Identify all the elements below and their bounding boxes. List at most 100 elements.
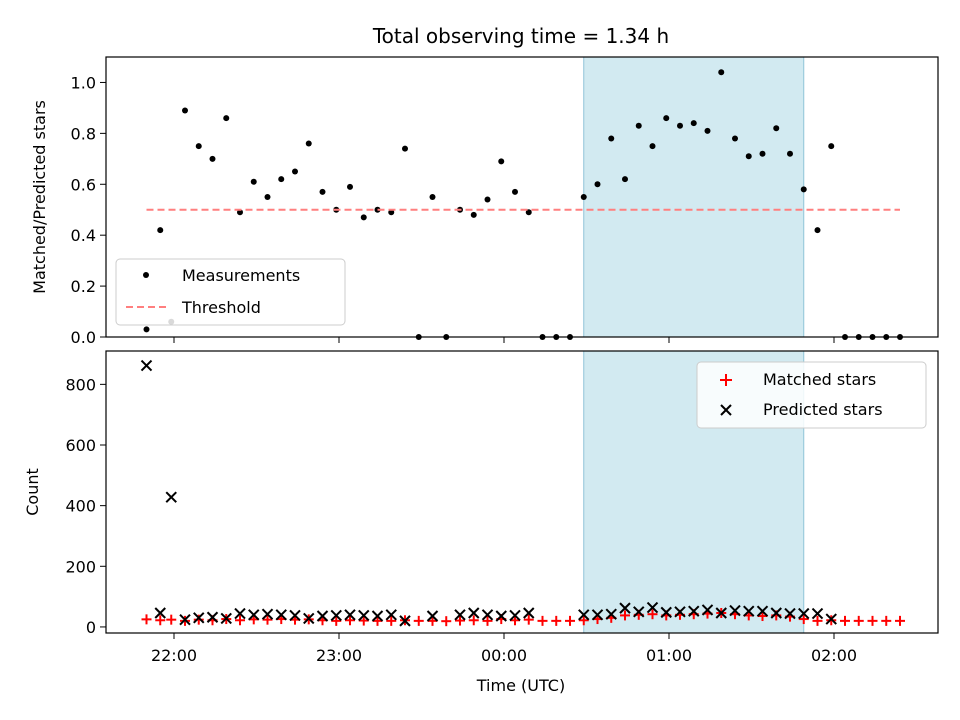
- matched-star-point: [386, 615, 397, 626]
- matched-star-point: [853, 615, 864, 626]
- matched-star-point: [510, 615, 520, 626]
- matched-star-point: [895, 615, 905, 626]
- predicted-star-point: [454, 609, 466, 621]
- legend-measurements-label: Measurements: [182, 266, 300, 285]
- measurement-point: [388, 209, 395, 216]
- measurement-point: [292, 168, 298, 175]
- measurement-point: [580, 194, 587, 200]
- matched-star-point: [482, 615, 493, 626]
- matched-star-point: [620, 610, 630, 621]
- matched-star-point: [155, 615, 166, 626]
- measurement-point: [663, 115, 670, 122]
- matched-star-point: [798, 614, 809, 625]
- matched-star-point: [235, 615, 245, 626]
- matched-star-point: [647, 609, 658, 620]
- legend-measurement-marker: [143, 272, 149, 278]
- predicted-star-point: [591, 609, 604, 621]
- measurement-point: [635, 122, 642, 129]
- predicted-star-point: [660, 606, 672, 619]
- predicted-star-point: [825, 613, 837, 625]
- matched-star-point: [262, 614, 273, 625]
- matched-star-point: [455, 615, 465, 626]
- matched-star-point: [812, 615, 823, 626]
- matched-star-point: [413, 615, 424, 626]
- measurement-point: [649, 143, 656, 150]
- predicted-star-point: [399, 615, 411, 627]
- predicted-star-point: [756, 605, 769, 617]
- measurement-point: [704, 127, 711, 134]
- x-tick-label: 00:00: [481, 646, 527, 665]
- predicted-star-point: [140, 359, 153, 372]
- measurement-point: [622, 176, 628, 183]
- x-tick-label: 01:00: [646, 646, 692, 665]
- bot-y-tick-label: 600: [65, 436, 96, 455]
- matched-star-point: [358, 615, 369, 626]
- predicted-star-point: [646, 601, 659, 614]
- predicted-star-point: [509, 609, 521, 622]
- predicted-star-point: [811, 607, 824, 620]
- measurement-point: [319, 188, 326, 195]
- predicted-star-point: [316, 610, 329, 622]
- predicted-star-point: [523, 607, 535, 619]
- predicted-star-point: [729, 604, 741, 617]
- bottom-panel: 22:00 23:00 00:00 01:00 02:00 0200400600800 …: [23, 350, 939, 695]
- predicted-star-point: [701, 604, 714, 616]
- top-plot-frame: [105, 56, 939, 338]
- measurement-point: [732, 135, 738, 142]
- predicted-star-point: [674, 606, 686, 618]
- measurement-point: [264, 194, 271, 200]
- predicted-star-point: [220, 612, 232, 625]
- matched-star-point: [840, 615, 850, 626]
- predicted-star-point: [605, 608, 617, 620]
- measurement-point: [195, 143, 202, 150]
- bottom-legend-box: [696, 361, 927, 429]
- matched-star-point: [551, 615, 562, 626]
- measurement-point: [143, 326, 150, 333]
- x-axis-title: Time (UTC): [476, 676, 565, 695]
- predicted-star-point: [275, 609, 287, 621]
- predicted-star-point: [289, 609, 301, 622]
- matched-star-point: [867, 615, 878, 626]
- matched-star-point: [578, 615, 589, 626]
- matched-star-point: [345, 615, 355, 626]
- predicted-star-point: [784, 607, 796, 620]
- bottom-legend: Matched stars Predicted stars: [696, 361, 927, 429]
- predicted-star-point: [688, 605, 700, 617]
- measurement-point: [677, 122, 683, 129]
- matched-star-point: [523, 614, 534, 625]
- predicted-star-point: [303, 612, 315, 625]
- predicted-star-point: [578, 609, 590, 621]
- predicted-star-point: [371, 610, 384, 622]
- measurement-point: [278, 176, 285, 183]
- bot-y-tick-label: 200: [65, 557, 96, 576]
- predicted-star-point: [154, 607, 166, 619]
- measurement-point: [250, 178, 257, 185]
- measurement-point: [759, 150, 766, 157]
- matched-star-point: [441, 616, 452, 627]
- measurement-point: [828, 143, 835, 150]
- matched-star-point: [331, 615, 342, 626]
- chart-title: Total observing time = 1.34 h: [372, 24, 669, 48]
- matched-star-point: [881, 615, 892, 626]
- matched-star-point: [757, 611, 768, 622]
- measurement-point: [429, 194, 436, 200]
- measurement-point: [525, 209, 532, 216]
- predicted-star-point: [193, 612, 205, 624]
- predicted-star-point: [481, 609, 494, 621]
- top-observing-window: [583, 56, 805, 338]
- matched-star-point: [372, 615, 383, 626]
- x-tick-label: 02:00: [811, 646, 857, 665]
- legend-threshold-label: Threshold: [181, 298, 261, 317]
- legend-matched-label: Matched stars: [763, 370, 876, 389]
- predicted-star-point: [234, 607, 246, 620]
- legend-predicted-label: Predicted stars: [763, 400, 883, 419]
- predicted-star-point: [248, 609, 260, 621]
- predicted-star-point: [358, 609, 370, 622]
- top-y-tick-label: 0.4: [71, 226, 96, 245]
- matched-star-point: [468, 615, 479, 626]
- measurement-point: [608, 135, 615, 142]
- predicted-star-point: [206, 611, 219, 623]
- measurement-point: [402, 145, 408, 152]
- predicted-star-point: [344, 609, 356, 621]
- legend-predicted-marker: [720, 404, 732, 416]
